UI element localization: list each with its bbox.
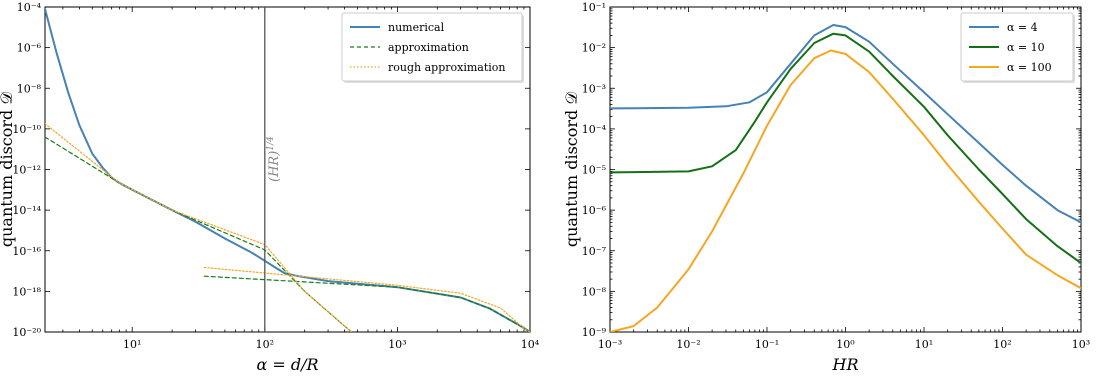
series-line-approximation <box>203 275 530 332</box>
x-tick-label: 10⁻² <box>676 338 700 351</box>
right-y-axis-label: quantum discord 𝒟 <box>562 92 581 248</box>
left-legend: numerical approximation rough approximatio… <box>341 12 524 83</box>
right-plot-ticks: 10⁻³ 10⁻² 10⁻¹ 10⁰ 10¹ 10² 10³ 10⁻¹ 10⁻² 10⁻³ 10⁻⁴… <box>582 1 1090 351</box>
y-tick-label: 10⁻⁸ <box>582 285 607 298</box>
y-tick-label: 10⁻¹⁸ <box>12 285 41 298</box>
series-line--4 <box>610 24 1081 224</box>
x-tick-label: 10⁻¹ <box>755 338 779 351</box>
y-tick-label: 10⁻² <box>582 42 606 55</box>
series-line-rough-approximation <box>45 123 352 332</box>
y-tick-label: 10⁻²⁰ <box>12 326 41 339</box>
left-y-axis-label: quantum discord 𝒟 <box>0 92 16 248</box>
y-tick-label: 10⁻⁸ <box>17 82 42 95</box>
left-x-axis-label: α = d/R <box>256 355 318 374</box>
y-tick-label: 10⁻¹ <box>582 1 606 14</box>
y-tick-label: 10⁻¹⁰ <box>12 123 41 136</box>
x-tick-label: 10³ <box>1072 338 1090 351</box>
series-line-approximation <box>45 136 352 332</box>
series-line--10 <box>610 32 1081 264</box>
x-tick-label: 10⁰ <box>836 338 855 351</box>
legend-label: approximation <box>388 41 469 54</box>
x-tick-label: 10² <box>256 338 274 351</box>
left-plot-vline: (HR)1/4 <box>264 7 282 332</box>
x-tick-label: 10³ <box>388 338 406 351</box>
right-legend: α = 4 α = 10 α = 100 <box>960 12 1075 83</box>
series-line--100 <box>610 49 1081 332</box>
legend-label: rough approximation <box>388 61 505 74</box>
x-tick-label: 10² <box>993 338 1011 351</box>
legend-label: numerical <box>388 21 445 34</box>
y-tick-label: 10⁻⁴ <box>582 123 607 136</box>
y-tick-label: 10⁻⁷ <box>582 245 607 258</box>
y-tick-label: 10⁻⁴ <box>17 1 42 14</box>
y-tick-label: 10⁻³ <box>582 82 606 95</box>
legend-frame <box>960 12 1074 82</box>
legend-label: α = 100 <box>1007 61 1052 74</box>
right-plot-series <box>610 24 1081 332</box>
left-plot: 10¹ 10² 10³ 10⁴ 10⁻⁴ 10⁻⁶ 10⁻⁸ 10⁻¹⁰ 10⁻¹² 10⁻¹⁴ 1… <box>0 1 540 374</box>
y-tick-label: 10⁻¹⁴ <box>12 204 41 217</box>
y-tick-label: 10⁻⁶ <box>582 204 607 217</box>
x-tick-label: 10¹ <box>123 338 141 351</box>
left-plot-ticks: 10¹ 10² 10³ 10⁴ 10⁻⁴ 10⁻⁶ 10⁻⁸ 10⁻¹⁰ 10⁻¹² 10⁻¹⁴ 1… <box>12 1 539 351</box>
vline-annotation: (HR)1/4 <box>266 136 282 182</box>
series-line-rough-approximation <box>203 266 530 332</box>
y-tick-label: 10⁻⁹ <box>582 326 607 339</box>
legend-frame <box>341 12 523 82</box>
x-tick-label: 10⁴ <box>521 338 540 351</box>
legend-label: α = 4 <box>1007 21 1038 34</box>
y-tick-label: 10⁻⁵ <box>582 164 606 177</box>
right-x-axis-label: HR <box>832 355 859 374</box>
legend-label: α = 10 <box>1007 41 1045 54</box>
x-tick-label: 10¹ <box>915 338 933 351</box>
y-tick-label: 10⁻¹⁶ <box>12 245 41 258</box>
y-tick-label: 10⁻¹² <box>12 164 41 177</box>
x-tick-label: 10⁻³ <box>598 338 622 351</box>
y-tick-label: 10⁻⁶ <box>17 42 42 55</box>
right-plot: 10⁻³ 10⁻² 10⁻¹ 10⁰ 10¹ 10² 10³ 10⁻¹ 10⁻² 10⁻³ 10⁻⁴… <box>562 1 1090 374</box>
